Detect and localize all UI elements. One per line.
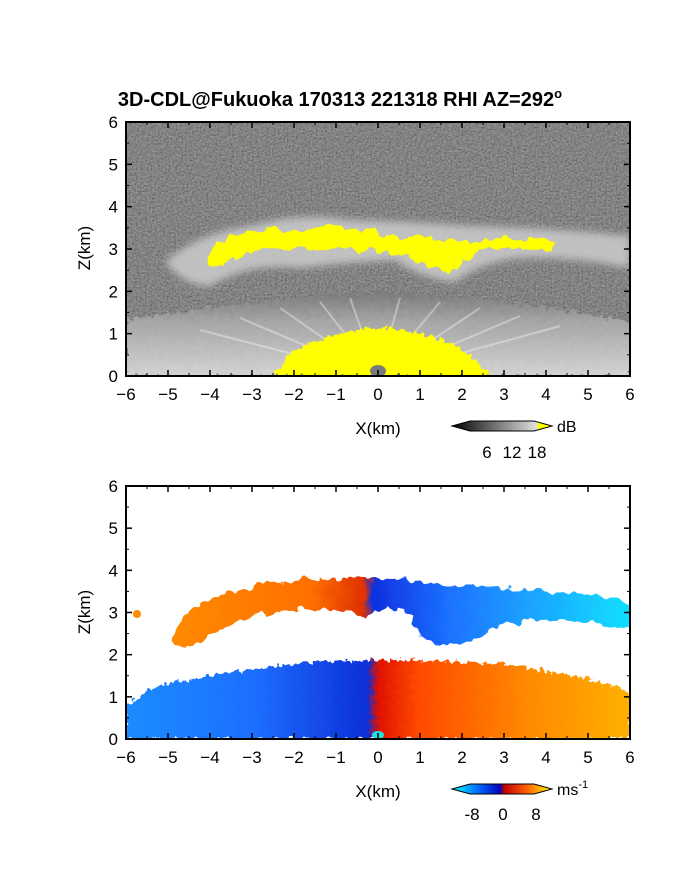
x-tick-label: 4 (541, 748, 550, 767)
velocity-cloud-layer (172, 577, 630, 648)
x-tick-label: −5 (158, 385, 177, 404)
x-tick-label: 4 (541, 385, 550, 404)
velocity-colorbar-tick: 0 (498, 805, 507, 824)
y-tick-label: 1 (109, 325, 118, 344)
x-tick-label: 1 (415, 385, 424, 404)
chart-title: 3D-CDL@Fukuoka 170313 221318 RHI AZ=292o (118, 86, 562, 111)
velocity-y-ticks: 0 1 2 3 4 5 6 (109, 477, 630, 749)
velocity-boundary-layer (126, 660, 630, 739)
velocity-x-ticks: −6 −5 −4 −3 −2 −1 0 1 2 3 4 5 6 (116, 486, 635, 767)
y-tick-label: 1 (109, 688, 118, 707)
y-tick-label: 4 (109, 561, 118, 580)
backscatter-colorbar-unit: dB (557, 419, 577, 436)
x-tick-label: 3 (499, 385, 508, 404)
x-tick-label: −3 (242, 748, 261, 767)
x-tick-label: 5 (583, 385, 592, 404)
y-tick-label: 5 (109, 519, 118, 538)
x-tick-label: 1 (415, 748, 424, 767)
title-superscript: o (554, 86, 562, 101)
backscatter-x-ticks: −6 −5 −4 −3 −2 −1 0 1 2 3 4 5 6 (116, 122, 635, 404)
backscatter-colorbar-tick: 12 (503, 443, 522, 462)
y-tick-label: 0 (109, 367, 118, 386)
backscatter-y-ticks: 0 1 2 3 4 5 6 (109, 113, 630, 386)
x-tick-label: −2 (284, 385, 303, 404)
velocity-colorbar: ms-1 -8 0 8 (450, 779, 588, 824)
x-tick-label: 6 (625, 385, 634, 404)
x-tick-label: −1 (326, 385, 345, 404)
y-tick-label: 2 (109, 282, 118, 301)
velocity-plot-area (126, 486, 630, 739)
backscatter-boundary-yellow (275, 328, 490, 376)
y-tick-label: 5 (109, 155, 118, 174)
x-tick-label: 2 (457, 748, 466, 767)
velocity-y-label: Z(km) (75, 590, 94, 634)
velocity-colorbar-tick: 8 (531, 805, 540, 824)
y-tick-label: 0 (109, 730, 118, 749)
backscatter-y-label: Z(km) (75, 226, 94, 270)
x-tick-label: −2 (284, 748, 303, 767)
x-tick-label: −6 (116, 385, 135, 404)
x-tick-label: −6 (116, 748, 135, 767)
y-tick-label: 3 (109, 604, 118, 623)
x-tick-label: 5 (583, 748, 592, 767)
x-tick-label: −1 (326, 748, 345, 767)
backscatter-plot-area (126, 122, 630, 376)
velocity-isolated-echo (133, 610, 141, 618)
x-tick-label: 0 (373, 748, 382, 767)
backscatter-colorbar-tick: 6 (482, 443, 491, 462)
x-tick-label: 0 (373, 385, 382, 404)
y-tick-label: 3 (109, 240, 118, 259)
x-tick-label: −4 (200, 748, 219, 767)
backscatter-x-label: X(km) (355, 419, 400, 438)
y-tick-label: 4 (109, 198, 118, 217)
x-tick-label: 6 (625, 748, 634, 767)
x-tick-label: 3 (499, 748, 508, 767)
y-tick-label: 6 (109, 477, 118, 496)
backscatter-colorbar-tick: 18 (528, 443, 547, 462)
backscatter-cloud-core (205, 224, 555, 272)
x-tick-label: −3 (242, 385, 261, 404)
velocity-colorbar-unit: ms-1 (557, 779, 588, 799)
backscatter-colorbar: dB 6 12 18 (450, 419, 577, 462)
y-tick-label: 2 (109, 646, 118, 665)
x-tick-label: −5 (158, 748, 177, 767)
y-tick-label: 6 (109, 113, 118, 132)
velocity-x-label: X(km) (355, 782, 400, 801)
x-tick-label: 2 (457, 385, 466, 404)
x-tick-label: −4 (200, 385, 219, 404)
velocity-colorbar-tick: -8 (464, 805, 479, 824)
